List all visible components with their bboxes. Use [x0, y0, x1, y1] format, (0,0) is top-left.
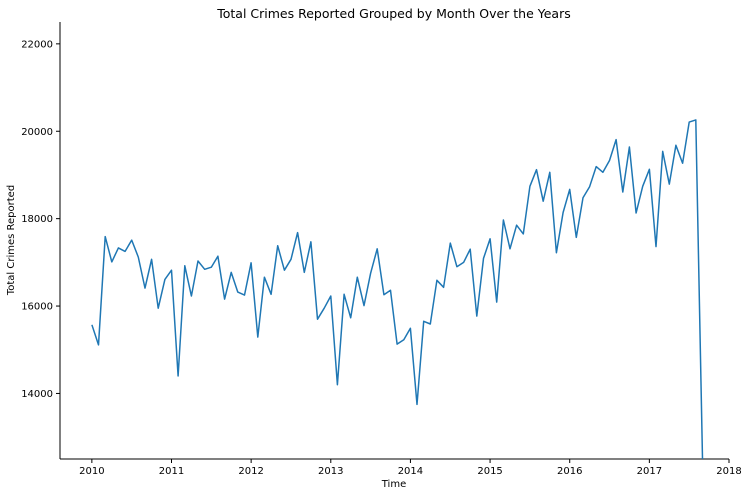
x-tick-label: 2017	[637, 466, 662, 477]
x-axis-label: Time	[381, 479, 406, 490]
x-tick-label: 2016	[557, 466, 582, 477]
x-tick-label: 2012	[238, 466, 263, 477]
chart-title: Total Crimes Reported Grouped by Month O…	[216, 6, 571, 21]
x-tick-label: 2018	[716, 466, 741, 477]
x-tick-label: 2013	[318, 466, 343, 477]
y-tick-label: 22000	[21, 39, 53, 50]
x-tick-label: 2015	[477, 466, 502, 477]
y-axis-label: Total Crimes Reported	[6, 185, 17, 296]
y-tick-label: 14000	[21, 389, 53, 400]
y-tick-label: 18000	[21, 214, 53, 225]
y-tick-label: 16000	[21, 302, 53, 313]
x-tick-label: 2010	[79, 466, 104, 477]
series-line-total-crimes	[91, 119, 704, 460]
y-tick-label: 20000	[21, 127, 53, 138]
x-tick-label: 2011	[159, 466, 184, 477]
y-axis-ticks: 14000 16000 18000 20000 22000	[21, 39, 60, 400]
x-axis-ticks: 2010 2011 2012 2013 2014 2015 2016 2017 2018	[79, 459, 742, 477]
x-tick-label: 2014	[398, 466, 423, 477]
